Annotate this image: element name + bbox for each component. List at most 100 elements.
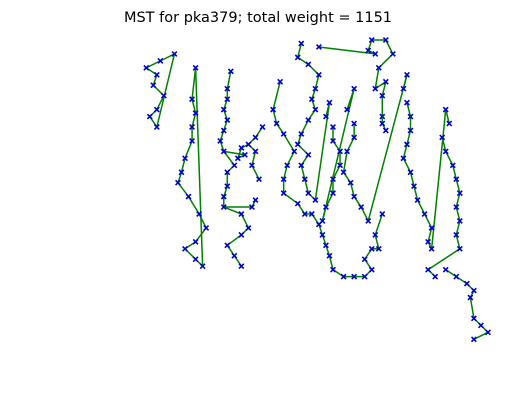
mst-node-point xyxy=(425,266,432,273)
mst-node-point xyxy=(220,204,227,211)
mst-edge xyxy=(318,224,324,236)
mst-node-point xyxy=(421,211,428,217)
mst-node-point xyxy=(404,99,410,106)
mst-node-point xyxy=(224,117,231,124)
mst-edge xyxy=(406,130,412,145)
mst-node-point xyxy=(449,162,456,169)
mst-edge xyxy=(385,39,394,55)
mst-node-point xyxy=(400,85,407,92)
mst-node-point xyxy=(453,273,460,280)
mst-node-point xyxy=(224,242,231,249)
mst-node-point xyxy=(347,179,354,186)
mst-node-point xyxy=(284,162,291,169)
mst-node-point xyxy=(372,85,379,92)
mst-node-point xyxy=(330,124,336,130)
mst-node-point xyxy=(189,124,196,130)
mst-node-point xyxy=(224,169,231,176)
mst-node-point xyxy=(178,169,185,176)
mst-edge xyxy=(194,67,204,267)
mst-node-point xyxy=(312,85,319,92)
mst-node-point xyxy=(182,155,188,162)
mst-node-point xyxy=(305,151,312,158)
mst-node-point xyxy=(407,169,414,176)
mst-edge xyxy=(374,67,380,89)
mst-node-point xyxy=(344,148,351,155)
nodes-layer xyxy=(143,37,491,343)
mst-node-point xyxy=(322,113,329,120)
mst-node-point xyxy=(252,197,259,204)
mst-node-point xyxy=(227,68,234,75)
mst-node-point xyxy=(220,193,227,200)
mst-node-point xyxy=(192,238,199,245)
mst-node-point xyxy=(411,183,417,190)
mst-edge xyxy=(223,109,229,121)
mst-node-point xyxy=(330,176,336,183)
mst-edge xyxy=(223,98,229,110)
mst-edge xyxy=(219,130,225,142)
mst-edge xyxy=(381,81,387,96)
mst-edge xyxy=(416,199,426,215)
mst-node-point xyxy=(379,113,386,120)
mst-node-point xyxy=(315,43,322,50)
mst-edge xyxy=(251,151,257,166)
mst-node-point xyxy=(315,71,322,78)
mst-node-point xyxy=(220,148,227,155)
mst-node-point xyxy=(248,162,255,169)
mst-node-point xyxy=(372,231,379,238)
mst-edge xyxy=(455,179,461,194)
mst-edge xyxy=(444,109,450,124)
mst-node-point xyxy=(160,92,167,99)
mst-edge xyxy=(374,234,380,249)
mst-edge xyxy=(223,206,242,215)
mst-node-point xyxy=(372,50,379,57)
mst-node-point xyxy=(351,134,358,141)
mst-edge xyxy=(402,144,408,159)
mst-edge xyxy=(314,102,331,201)
mst-edge xyxy=(409,172,415,187)
chart-title: MST for pka379; total weight = 1151 xyxy=(124,10,392,26)
mst-node-point xyxy=(220,127,227,134)
mst-edge xyxy=(406,102,412,117)
mst-edge xyxy=(180,158,186,173)
mst-node-point xyxy=(280,176,287,183)
mst-node-point xyxy=(404,71,410,78)
mst-node-point xyxy=(252,148,259,155)
mst-node-point xyxy=(470,287,477,294)
mst-edge xyxy=(342,151,348,173)
mst-node-point xyxy=(189,137,196,144)
mst-node-point xyxy=(248,204,255,211)
mst-edge xyxy=(367,74,408,222)
mst-edge xyxy=(311,98,317,110)
mst-node-point xyxy=(361,273,368,280)
mst-node-point xyxy=(301,211,308,217)
mst-node-point xyxy=(189,96,196,103)
mst-edge xyxy=(328,255,334,270)
mst-node-point xyxy=(185,193,192,200)
mst-node-point xyxy=(368,266,375,273)
mst-edge xyxy=(452,165,458,180)
mst-edge xyxy=(332,164,341,180)
mst-node-point xyxy=(224,96,231,103)
mst-node-point xyxy=(379,92,386,99)
mst-node-point xyxy=(217,137,224,144)
mst-node-point xyxy=(277,78,284,85)
mst-node-point xyxy=(375,245,382,252)
mst-node-point xyxy=(351,120,358,127)
mst-node-point xyxy=(467,294,474,301)
mst-node-point xyxy=(365,217,372,224)
mst-node-point xyxy=(382,127,389,134)
mst-node-point xyxy=(298,162,305,169)
edges-layer xyxy=(145,39,489,340)
mst-node-point xyxy=(146,113,153,120)
mst-node-point xyxy=(456,245,463,252)
mst-edge xyxy=(469,297,475,319)
mst-node-point xyxy=(382,37,389,43)
mst-node-point xyxy=(143,64,150,71)
mst-node-point xyxy=(294,200,301,207)
mst-node-point xyxy=(153,106,160,113)
mst-edge xyxy=(455,234,461,249)
mst-node-point xyxy=(224,85,231,92)
mst-node-point xyxy=(238,231,245,238)
mst-node-point xyxy=(400,155,407,162)
